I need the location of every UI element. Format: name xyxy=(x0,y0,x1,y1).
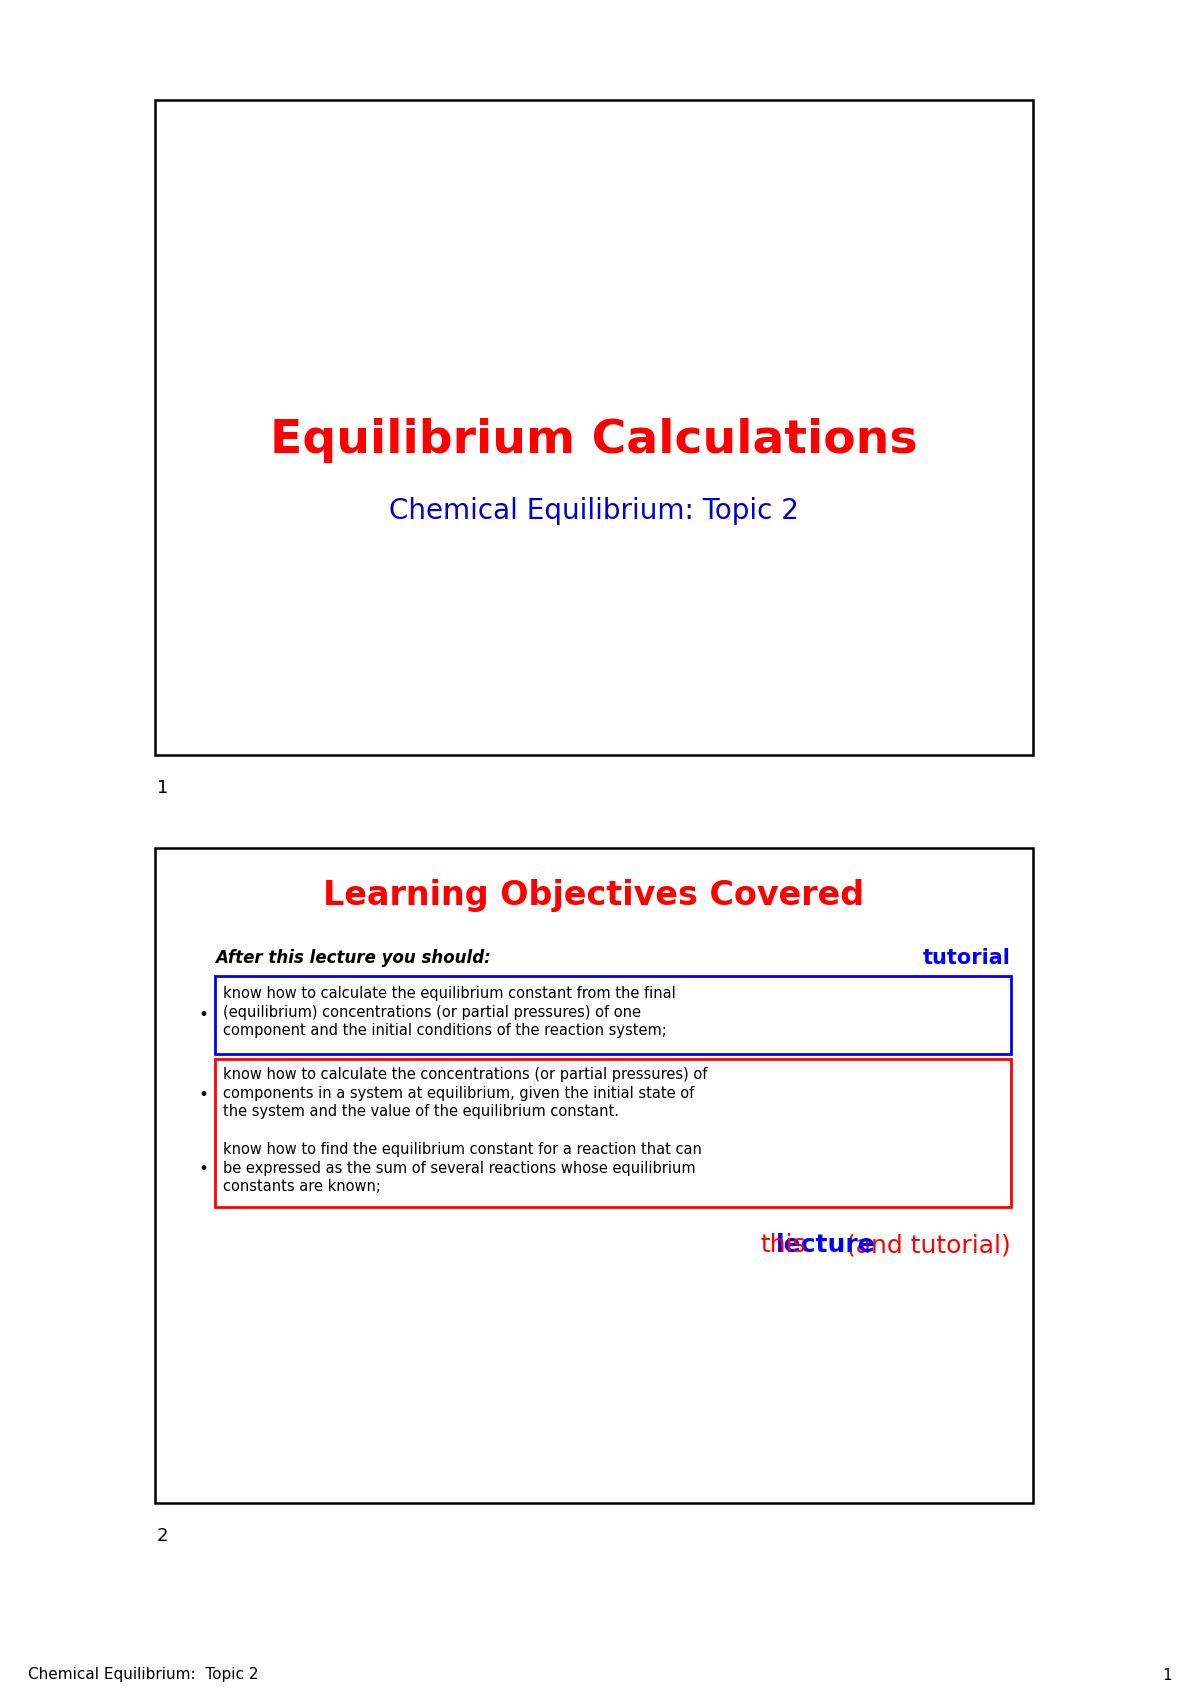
Text: •: • xyxy=(198,1161,208,1178)
Text: Learning Objectives Covered: Learning Objectives Covered xyxy=(324,879,864,913)
Text: •: • xyxy=(198,1086,208,1105)
Text: 2: 2 xyxy=(157,1527,168,1544)
Text: Chemical Equilibrium:  Topic 2: Chemical Equilibrium: Topic 2 xyxy=(28,1668,258,1682)
Text: know how to calculate the concentrations (or partial pressures) of
components in: know how to calculate the concentrations… xyxy=(223,1067,707,1120)
Text: tutorial: tutorial xyxy=(923,949,1010,967)
Text: Equilibrium Calculations: Equilibrium Calculations xyxy=(270,417,918,463)
Bar xyxy=(155,848,1033,1504)
Text: 1: 1 xyxy=(157,779,168,798)
Bar xyxy=(215,976,1010,1054)
Text: •: • xyxy=(198,1006,208,1023)
Bar xyxy=(215,1059,1010,1207)
Bar xyxy=(155,100,1033,755)
Text: Chemical Equilibrium: Topic 2: Chemical Equilibrium: Topic 2 xyxy=(389,497,799,524)
Text: know how to find the equilibrium constant for a reaction that can
be expressed a: know how to find the equilibrium constan… xyxy=(223,1142,702,1195)
Text: (and tutorial): (and tutorial) xyxy=(846,1234,1010,1257)
Text: 1: 1 xyxy=(1163,1668,1172,1682)
Text: lecture: lecture xyxy=(776,1234,876,1257)
Text: After this lecture you should:: After this lecture you should: xyxy=(215,949,491,967)
Text: know how to calculate the equilibrium constant from the final
(equilibrium) conc: know how to calculate the equilibrium co… xyxy=(223,986,676,1039)
Text: this: this xyxy=(761,1234,806,1257)
